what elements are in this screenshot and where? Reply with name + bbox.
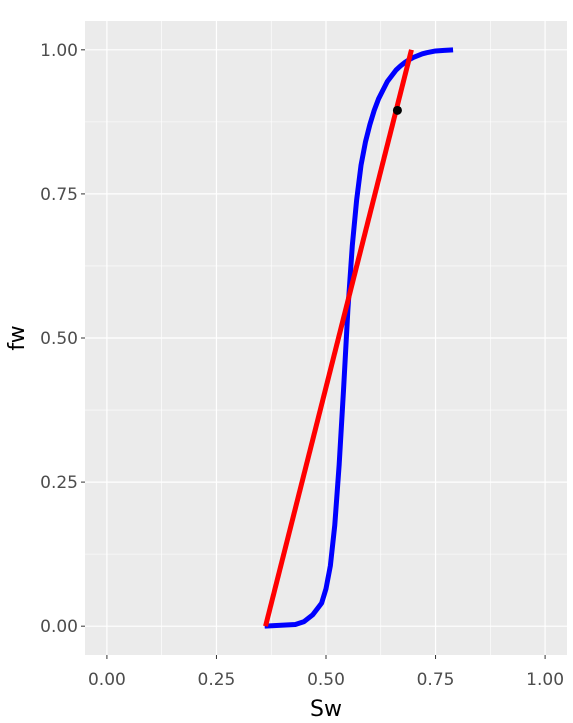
y-tick-label: 0.25 bbox=[40, 473, 78, 493]
y-tick-label: 0.50 bbox=[40, 329, 78, 349]
x-axis-title: Sw bbox=[310, 697, 342, 722]
x-tick-label: 0.25 bbox=[198, 670, 236, 690]
y-tick-label: 0.00 bbox=[40, 617, 78, 637]
x-tick-label: 0.00 bbox=[88, 670, 126, 690]
points-layer bbox=[392, 105, 402, 115]
series-layer bbox=[263, 47, 454, 629]
y-axis-ticks: 0.00 0.25 0.50 0.75 1.00 bbox=[40, 41, 85, 637]
x-tick-label: 1.00 bbox=[526, 670, 564, 690]
tangent-point bbox=[392, 105, 402, 115]
x-tick-label: 0.75 bbox=[417, 670, 455, 690]
x-tick-label: 0.50 bbox=[307, 670, 345, 690]
fractional-flow-curve bbox=[264, 47, 454, 629]
y-tick-label: 0.75 bbox=[40, 185, 78, 205]
x-axis-ticks: 0.00 0.25 0.50 0.75 1.00 bbox=[88, 655, 564, 690]
y-axis-title: fw bbox=[5, 325, 30, 350]
y-tick-label: 1.00 bbox=[40, 41, 78, 61]
grid-lines bbox=[85, 21, 567, 655]
tangent-line bbox=[263, 49, 414, 627]
